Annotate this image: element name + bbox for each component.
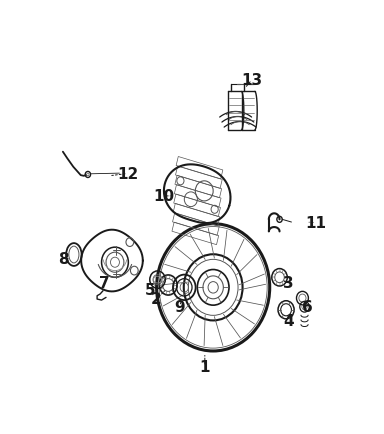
Text: 7: 7 [99, 276, 109, 291]
Text: 5: 5 [144, 283, 155, 297]
Text: 10: 10 [153, 189, 174, 204]
Text: 12: 12 [117, 167, 138, 181]
Text: 1: 1 [200, 359, 210, 375]
Text: 3: 3 [283, 276, 294, 291]
Text: 6: 6 [301, 299, 312, 314]
Text: 4: 4 [283, 314, 294, 329]
Text: 2: 2 [151, 291, 162, 306]
Text: 11: 11 [305, 216, 326, 230]
Text: 13: 13 [241, 73, 262, 88]
Text: 8: 8 [58, 252, 69, 267]
Text: 9: 9 [174, 299, 185, 314]
